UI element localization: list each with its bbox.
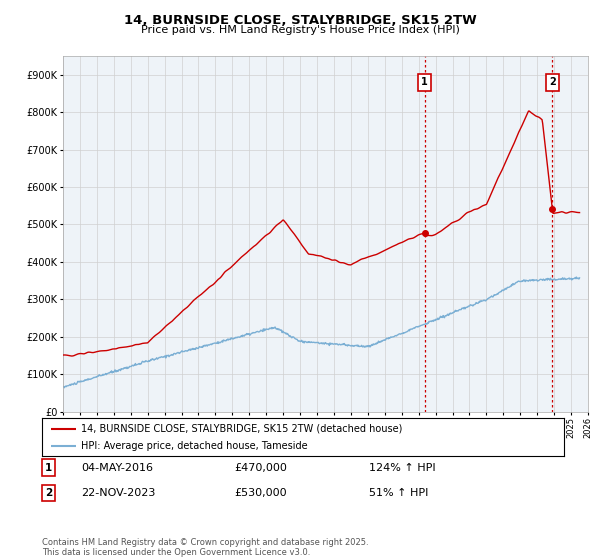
Text: 2: 2 <box>549 77 556 87</box>
Text: 1: 1 <box>45 463 52 473</box>
Text: Contains HM Land Registry data © Crown copyright and database right 2025.
This d: Contains HM Land Registry data © Crown c… <box>42 538 368 557</box>
Text: 22-NOV-2023: 22-NOV-2023 <box>81 488 155 498</box>
Text: HPI: Average price, detached house, Tameside: HPI: Average price, detached house, Tame… <box>81 441 308 451</box>
Text: 51% ↑ HPI: 51% ↑ HPI <box>369 488 428 498</box>
Text: 14, BURNSIDE CLOSE, STALYBRIDGE, SK15 2TW: 14, BURNSIDE CLOSE, STALYBRIDGE, SK15 2T… <box>124 14 476 27</box>
Text: 04-MAY-2016: 04-MAY-2016 <box>81 463 153 473</box>
Text: 1: 1 <box>421 77 428 87</box>
Text: 124% ↑ HPI: 124% ↑ HPI <box>369 463 436 473</box>
Text: £530,000: £530,000 <box>234 488 287 498</box>
Text: Price paid vs. HM Land Registry's House Price Index (HPI): Price paid vs. HM Land Registry's House … <box>140 25 460 35</box>
Text: 2: 2 <box>45 488 52 498</box>
Text: 14, BURNSIDE CLOSE, STALYBRIDGE, SK15 2TW (detached house): 14, BURNSIDE CLOSE, STALYBRIDGE, SK15 2T… <box>81 423 403 433</box>
Text: £470,000: £470,000 <box>234 463 287 473</box>
